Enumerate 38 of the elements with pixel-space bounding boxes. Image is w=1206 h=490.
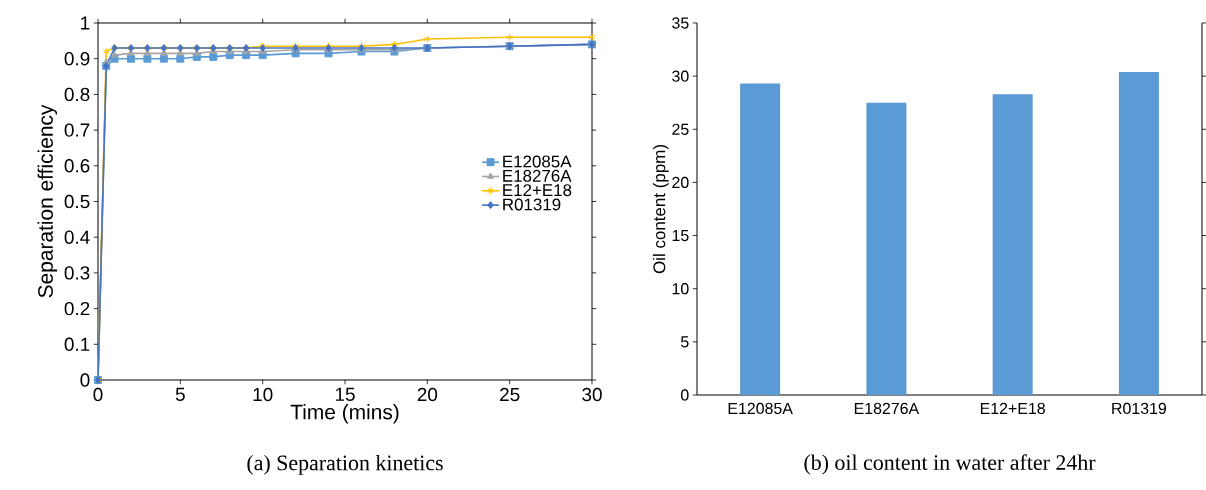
y-axis-title: Separation efficiency [37,104,58,298]
y-tick-label: 25 [672,123,689,135]
y-axis-title: Oil content (ppm) [652,145,669,274]
text: (a) Separation kinetics [247,454,443,475]
x-axis-title: Time (mins) [290,404,399,424]
y-tick-label: 0.6 [64,159,90,173]
x-tick-label: 10 [253,387,273,402]
x-tick-label: E18276A [854,402,920,415]
x-tick-label: 20 [417,387,438,402]
y-tick-label: 0.2 [64,301,90,316]
legend-label: E12+E18 [503,184,572,197]
y-tick-label: 0.4 [64,230,90,244]
y-tick-label: 0.7 [64,123,90,137]
y-tick-label: 0.5 [64,194,90,209]
text: (b) oil content in water after 24hr [804,454,1096,475]
x-tick-label: E12085A [728,402,793,415]
x-tick-label: 0 [93,387,103,402]
y-tick-label: 0.1 [64,337,90,351]
legend-label: E18276A [503,169,572,182]
y-tick-label: 30 [672,70,689,82]
x-tick-label: E12+E18 [980,402,1045,415]
y-tick-label: 0.8 [64,87,90,102]
y-tick-label: 35 [672,17,689,29]
y-tick-label: 1 [81,16,90,30]
y-tick-label: 20 [672,176,689,189]
x-tick-label: 5 [175,387,185,401]
legend-label: R01319 [503,198,561,211]
y-tick-label: 15 [672,230,689,242]
x-tick-label: 30 [582,387,602,402]
x-tick-label: 15 [335,387,355,401]
x-tick-label: 25 [500,387,520,402]
y-tick-label: 0.3 [64,266,90,280]
y-tick-label: 0.9 [64,51,90,66]
x-tick-label: R01319 [1112,402,1167,415]
y-tick-label: 5 [681,336,689,348]
y-tick-label: 0 [80,373,90,387]
legend-label: E12085A [503,155,572,168]
y-tick-label: 10 [672,283,689,295]
